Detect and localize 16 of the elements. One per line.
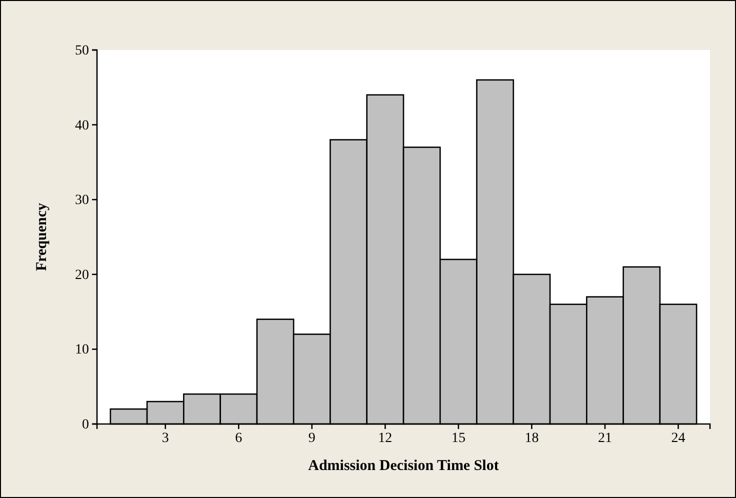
y-tick-label: 10 bbox=[75, 342, 89, 358]
x-tick-label: 3 bbox=[162, 430, 169, 446]
x-tick-label: 9 bbox=[308, 430, 316, 446]
x-tick-label: 15 bbox=[451, 430, 466, 446]
x-axis-title: Admission Decision Time Slot bbox=[308, 458, 499, 474]
y-tick-label: 30 bbox=[75, 193, 89, 208]
y-tick-label: 0 bbox=[82, 417, 89, 432]
y-tick-label: 40 bbox=[75, 118, 89, 134]
x-tick-label: 12 bbox=[378, 430, 392, 446]
y-tick-label: 20 bbox=[75, 268, 89, 283]
x-tick-label: 6 bbox=[235, 430, 242, 446]
y-tick-label: 50 bbox=[75, 43, 89, 58]
y-axis-title: Frequency bbox=[34, 202, 50, 272]
x-tick-label: 24 bbox=[671, 430, 686, 446]
x-tick-label: 21 bbox=[598, 430, 612, 446]
x-tick-label: 18 bbox=[524, 430, 539, 446]
